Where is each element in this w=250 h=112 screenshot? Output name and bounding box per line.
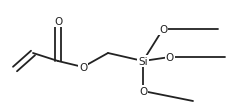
Text: Si: Si	[138, 56, 148, 66]
Text: O: O	[54, 17, 62, 27]
Text: O: O	[159, 25, 167, 35]
Text: O: O	[139, 86, 147, 96]
Text: O: O	[79, 62, 87, 72]
Text: O: O	[166, 53, 174, 62]
